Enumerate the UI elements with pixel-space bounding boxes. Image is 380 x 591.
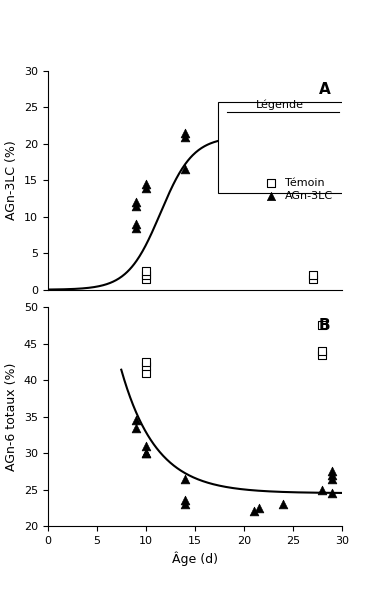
Point (329, 474, 335, 483)
Point (319, 135, 325, 145)
Point (133, 415, 139, 425)
Point (309, 143, 315, 152)
Point (309, 274, 315, 284)
Point (133, 201, 139, 210)
Point (319, 132, 325, 141)
Point (142, 449, 149, 458)
Point (133, 423, 139, 432)
Point (329, 470, 335, 480)
Point (182, 496, 188, 505)
Point (251, 506, 257, 516)
Point (319, 128, 325, 138)
Point (142, 183, 149, 192)
Point (133, 197, 139, 207)
Point (182, 128, 188, 138)
Point (182, 132, 188, 141)
Point (319, 485, 325, 494)
Point (142, 361, 149, 371)
Point (241, 132, 247, 141)
Point (142, 271, 149, 280)
Point (309, 271, 315, 280)
Text: Légende: Légende (256, 100, 304, 111)
Y-axis label: AGn-6 totaux (%): AGn-6 totaux (%) (5, 362, 18, 471)
Point (133, 219, 139, 229)
Point (142, 267, 149, 276)
Point (329, 125, 335, 134)
Point (319, 321, 325, 330)
Point (182, 499, 188, 509)
Point (329, 488, 335, 498)
Point (182, 165, 188, 174)
Point (142, 274, 149, 284)
Point (280, 499, 286, 509)
FancyBboxPatch shape (218, 102, 354, 193)
Point (319, 346, 325, 356)
Text: A: A (318, 82, 330, 97)
Point (142, 179, 149, 189)
Point (182, 474, 188, 483)
Point (142, 449, 149, 458)
Point (255, 503, 261, 512)
Point (329, 466, 335, 476)
X-axis label: Âge (d): Âge (d) (172, 551, 218, 566)
Point (319, 350, 325, 359)
Point (133, 223, 139, 232)
Text: B: B (318, 318, 330, 333)
Point (142, 368, 149, 378)
Legend: Témoin, AGn-3LC: Témoin, AGn-3LC (260, 178, 334, 201)
Y-axis label: AGn-3LC (%): AGn-3LC (%) (5, 141, 18, 220)
Point (142, 441, 149, 450)
Point (142, 357, 149, 366)
Point (251, 117, 257, 126)
